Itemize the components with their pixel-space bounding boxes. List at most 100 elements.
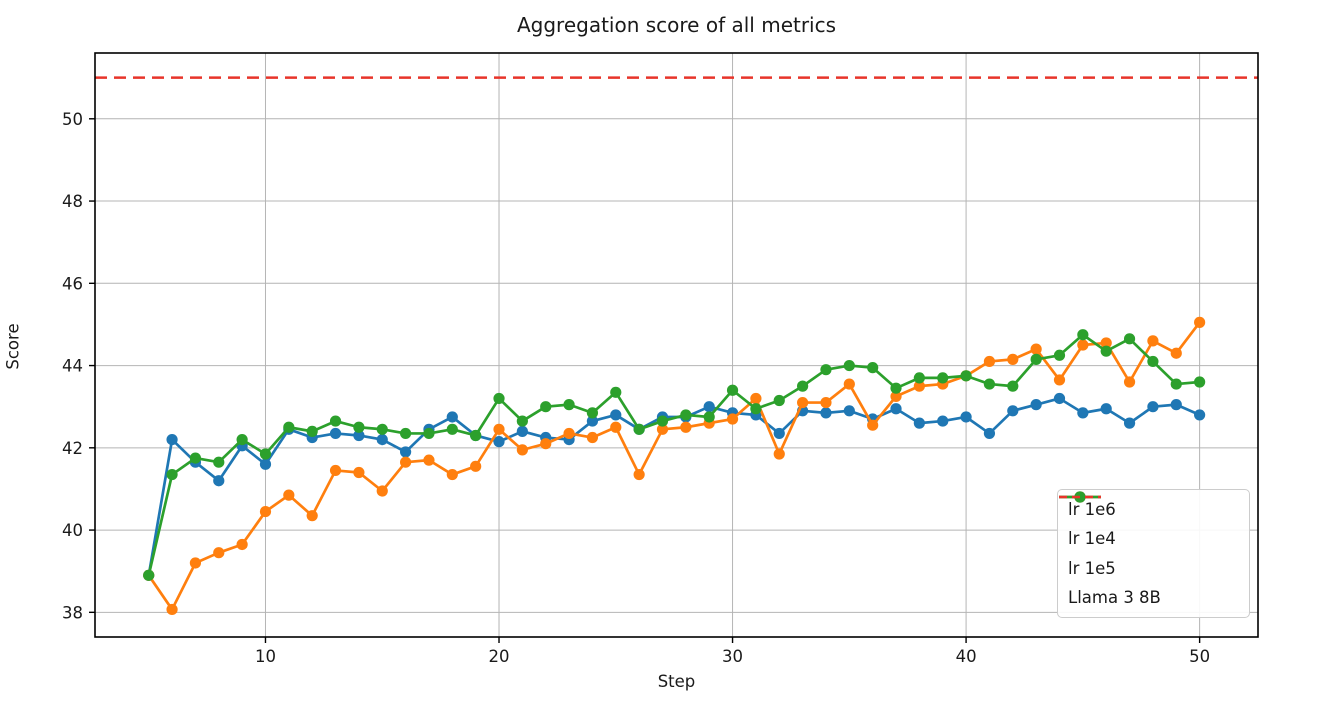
series-marker-lr-1e6 [703, 401, 715, 413]
y-tick-label: 50 [62, 110, 83, 129]
series-marker-lr-1e6 [983, 427, 996, 440]
x-tick-label: 50 [1189, 647, 1210, 666]
series-marker-lr-1e5 [1030, 353, 1042, 365]
series-marker-lr-1e6 [446, 411, 458, 423]
series-marker-lr-1e4 [1077, 339, 1089, 351]
series-marker-lr-1e5 [166, 468, 178, 481]
series-marker-lr-1e5 [586, 407, 599, 419]
series-marker-lr-1e4 [189, 557, 202, 569]
series-marker-lr-1e6 [516, 425, 528, 437]
series-marker-lr-1e5 [1100, 345, 1112, 357]
legend-label: lr 1e6 [1068, 500, 1116, 520]
y-tick-label: 42 [62, 439, 83, 458]
series-marker-lr-1e5 [353, 421, 365, 433]
series-marker-lr-1e5 [1053, 349, 1066, 361]
series-marker-lr-1e5 [913, 372, 925, 384]
series-marker-lr-1e5 [563, 399, 575, 411]
series-marker-lr-1e6 [610, 409, 622, 421]
series-marker-lr-1e5 [750, 403, 762, 415]
series-marker-lr-1e5 [1194, 376, 1206, 388]
series-marker-lr-1e4 [750, 392, 762, 405]
series-marker-lr-1e5 [703, 411, 715, 423]
y-tick-label: 38 [62, 603, 83, 622]
series-marker-lr-1e4 [1007, 353, 1019, 365]
series-marker-lr-1e6 [1123, 417, 1136, 429]
y-tick-label: 44 [62, 357, 83, 376]
series-marker-lr-1e6 [329, 427, 342, 440]
series-marker-lr-1e5 [1123, 333, 1136, 345]
series-marker-lr-1e4 [1194, 316, 1206, 328]
series-marker-lr-1e4 [797, 396, 809, 409]
series-marker-lr-1e4 [213, 547, 225, 559]
series-marker-lr-1e5 [773, 394, 785, 407]
series-marker-lr-1e5 [259, 448, 272, 460]
series-marker-lr-1e6 [1030, 399, 1042, 411]
x-tick-label: 40 [956, 647, 977, 666]
series-marker-lr-1e4 [913, 380, 925, 392]
series-marker-lr-1e5 [446, 423, 458, 435]
x-axis-label: Step [657, 672, 696, 691]
legend-label: Llama 3 8B [1068, 587, 1161, 607]
series-marker-lr-1e6 [213, 475, 225, 487]
series-marker-lr-1e6 [960, 411, 972, 423]
series-marker-lr-1e4 [516, 444, 528, 456]
series-marker-lr-1e4 [353, 466, 365, 479]
series-marker-lr-1e4 [843, 378, 855, 390]
series-marker-lr-1e6 [1194, 409, 1206, 421]
series-marker-lr-1e5 [400, 427, 412, 440]
legend-label: lr 1e4 [1068, 529, 1116, 549]
legend-label: lr 1e5 [1068, 558, 1116, 578]
legend-swatch [1059, 495, 1101, 499]
series-marker-lr-1e6 [890, 403, 902, 415]
series-marker-lr-1e6 [353, 429, 365, 442]
series-marker-lr-1e6 [586, 415, 599, 427]
series-marker-lr-1e4 [329, 464, 342, 477]
series-marker-lr-1e5 [960, 370, 972, 382]
y-axis-label: Score [3, 323, 23, 370]
series-marker-lr-1e4 [820, 396, 832, 409]
x-tick-label: 10 [255, 647, 276, 666]
series-marker-lr-1e4 [656, 423, 669, 435]
series-marker-lr-1e4 [400, 456, 412, 468]
series-marker-lr-1e4 [446, 468, 458, 481]
series-marker-lr-1e5 [470, 429, 482, 442]
series-marker-lr-1e5 [656, 415, 669, 427]
axes-spines [94, 52, 1259, 638]
legend-item-lr-1e5: lr 1e5 [1059, 491, 1239, 578]
series-marker-lr-1e6 [913, 417, 925, 429]
series-marker-lr-1e6 [166, 433, 178, 446]
series-marker-lr-1e5 [1170, 378, 1182, 390]
series-marker-lr-1e5 [213, 456, 225, 468]
legend: lr 1e6 lr 1e4 lr 1e5 Llama 3 8B [1057, 489, 1250, 618]
series-marker-lr-1e4 [586, 431, 599, 444]
series-marker-lr-1e6 [376, 433, 388, 446]
series-marker-lr-1e5 [890, 382, 902, 394]
series-marker-lr-1e6 [259, 458, 272, 470]
series-marker-lr-1e4 [1147, 335, 1159, 347]
series-marker-lr-1e5 [726, 384, 739, 396]
series-marker-lr-1e5 [680, 409, 692, 421]
series-line-lr-1e6 [147, 397, 1201, 576]
y-tick-label: 48 [62, 192, 83, 211]
y-tick-label: 46 [62, 274, 83, 293]
series-marker-lr-1e4 [867, 419, 879, 431]
series-marker-lr-1e5 [236, 433, 248, 446]
series-marker-lr-1e5 [540, 401, 552, 413]
series-marker-lr-1e5 [610, 386, 622, 398]
series-marker-lr-1e5 [983, 378, 996, 390]
series-line-lr-1e4 [147, 321, 1201, 611]
series-marker-lr-1e4 [423, 454, 435, 466]
chart-title: Aggregation score of all metrics [516, 13, 837, 37]
series-marker-lr-1e5 [820, 364, 832, 376]
series-marker-lr-1e4 [540, 438, 552, 450]
series-line-lr-1e5 [147, 333, 1200, 576]
series-marker-lr-1e5 [797, 380, 809, 392]
series-marker-lr-1e5 [843, 359, 855, 372]
series-marker-lr-1e4 [166, 603, 178, 616]
series-marker-lr-1e4 [726, 413, 739, 425]
series-marker-lr-1e5 [329, 415, 342, 427]
series-marker-lr-1e4 [890, 390, 902, 403]
series-marker-lr-1e4 [563, 427, 575, 440]
series-marker-lr-1e5 [306, 425, 318, 437]
